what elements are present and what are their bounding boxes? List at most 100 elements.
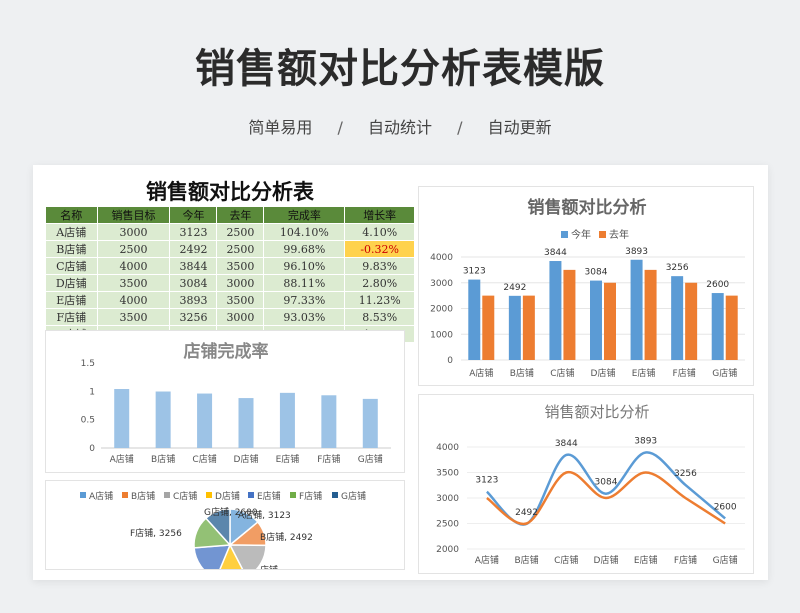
legend-swatch <box>122 492 128 498</box>
legend-label: C店铺 <box>173 490 197 502</box>
legend-swatch <box>80 492 86 498</box>
data-label: 3893 <box>634 436 657 446</box>
legend-label: D店铺 <box>215 490 240 502</box>
completion-rate-chart: 店铺完成率 0 0.5 1 1.5 A店铺 B店铺 C店铺 D店铺 E店铺 F店铺 G店铺 <box>81 341 391 465</box>
legend-label: 去年 <box>609 228 629 241</box>
table-cell: E店铺 <box>45 291 98 309</box>
y-tick-label: 1.5 <box>81 359 95 369</box>
table-cell: 3500 <box>216 257 265 275</box>
table-cell: 97.33% <box>263 291 346 309</box>
legend-swatch <box>332 492 338 498</box>
bar <box>644 269 657 360</box>
table-cell: 11.23% <box>344 291 415 309</box>
legend-label: 今年 <box>571 228 591 241</box>
table-cell: 99.68% <box>263 240 346 258</box>
feature-item: 自动更新 <box>487 118 552 137</box>
legend-swatch <box>206 492 212 498</box>
sales-table: 名称 销售目标 今年 去年 完成率 增长率 A店铺 3000 3123 2500 104… <box>45 206 415 343</box>
legend-label: F店铺 <box>299 490 322 502</box>
table-cell: 2492 <box>169 240 218 258</box>
table-cell: 3084 <box>169 274 218 292</box>
x-tick-label: D店铺 <box>594 554 619 566</box>
legend-swatch <box>248 492 254 498</box>
chart-title: 销售额对比分析 <box>544 403 649 421</box>
y-tick-label: 3500 <box>436 469 459 479</box>
bar <box>362 398 378 448</box>
bar <box>711 293 724 360</box>
table-cell: 2500 <box>96 240 171 258</box>
x-tick-label: B店铺 <box>510 367 534 379</box>
pie-chart-panel: A店铺 B店铺 C店铺 D店铺 E店铺 F店铺 G店铺 A店铺, 3123 B店铺, 2492 F… <box>45 480 405 570</box>
feature-item: 自动统计 <box>367 118 432 137</box>
feature-list: 简单易用 / 自动统计 / 自动更新 <box>0 114 800 138</box>
y-tick-label: 2000 <box>436 545 459 555</box>
table-cell: 3256 <box>169 308 218 326</box>
table-row: D店铺 3500 3084 3000 88.11% 2.80% <box>45 274 415 292</box>
slice-label: G店铺, 2600 <box>204 506 258 518</box>
y-tick-label: 1 <box>89 387 95 397</box>
y-tick-label: 4000 <box>436 443 459 453</box>
table-cell: 3000 <box>216 308 265 326</box>
data-label: 3123 <box>475 476 498 486</box>
bar <box>114 389 130 448</box>
table-cell: B店铺 <box>45 240 98 258</box>
x-tick-label: A店铺 <box>110 453 134 465</box>
pie-slice <box>204 508 231 547</box>
header-cell: 销售目标 <box>96 206 171 224</box>
separator: / <box>457 118 463 137</box>
x-tick-label: C店铺 <box>550 367 574 379</box>
bar <box>321 395 337 448</box>
x-tick-label: C店铺 <box>554 554 578 566</box>
x-tick-label: E店铺 <box>632 367 656 379</box>
bar <box>238 398 254 448</box>
legend-label: B店铺 <box>131 490 155 502</box>
table-cell: 2500 <box>216 240 265 258</box>
table-cell: 2500 <box>216 223 265 241</box>
table-row: A店铺 3000 3123 2500 104.10% 4.10% <box>45 223 415 241</box>
series-line <box>486 471 726 526</box>
y-tick-label: 1000 <box>430 330 453 340</box>
table-cell: 3123 <box>169 223 218 241</box>
table-cell: 3500 <box>96 274 171 292</box>
legend-label: G店铺 <box>341 490 366 502</box>
table-row: F店铺 3500 3256 3000 93.03% 8.53% <box>45 308 415 326</box>
x-tick-label: A店铺 <box>469 367 493 379</box>
table-cell: 2.80% <box>344 274 415 292</box>
sales-pie-chart: A店铺 B店铺 C店铺 D店铺 E店铺 F店铺 G店铺 A店铺, 3123 B店铺, 2492 F… <box>80 490 366 569</box>
table-cell: 9.83% <box>344 257 415 275</box>
legend-swatch <box>290 492 296 498</box>
x-tick-label: F店铺 <box>674 554 697 566</box>
bar <box>685 282 698 360</box>
table-cell: 3000 <box>96 223 171 241</box>
data-label: 2600 <box>706 280 729 290</box>
header-cell: 名称 <box>45 206 98 224</box>
table-cell: 3000 <box>216 274 265 292</box>
table-cell: 104.10% <box>263 223 346 241</box>
bar <box>522 295 535 360</box>
x-tick-label: B店铺 <box>514 554 538 566</box>
chart-title: 店铺完成率 <box>184 341 269 362</box>
table-cell: 88.11% <box>263 274 346 292</box>
table-title: 销售额对比分析表 <box>146 179 314 204</box>
x-tick-label: D店铺 <box>234 453 259 465</box>
sales-line-chart: 销售额对比分析 2000 2500 3000 3500 4000 3123 A店铺 2492 B店… <box>436 403 745 566</box>
x-tick-label: G店铺 <box>713 554 738 566</box>
separator: / <box>337 118 343 137</box>
data-label: 3893 <box>625 247 648 257</box>
table-cell: C店铺 <box>45 257 98 275</box>
table-cell: 8.53% <box>344 308 415 326</box>
completion-chart-panel: 店铺完成率 0 0.5 1 1.5 A店铺 B店铺 C店铺 D店铺 E店铺 F店铺 G店铺 <box>45 330 405 473</box>
x-tick-label: E店铺 <box>276 453 300 465</box>
x-tick-label: C店铺 <box>192 453 216 465</box>
x-tick-label: F店铺 <box>673 367 696 379</box>
x-tick-label: A店铺 <box>475 554 499 566</box>
bar <box>563 269 576 360</box>
x-tick-label: G店铺 <box>712 367 737 379</box>
header-cell: 增长率 <box>344 206 415 224</box>
chart-title: 销售额对比分析 <box>528 197 647 218</box>
data-label: 3844 <box>544 248 567 258</box>
table-cell: 4000 <box>96 257 171 275</box>
data-label: 3256 <box>674 469 697 479</box>
data-label: 3123 <box>463 267 486 277</box>
